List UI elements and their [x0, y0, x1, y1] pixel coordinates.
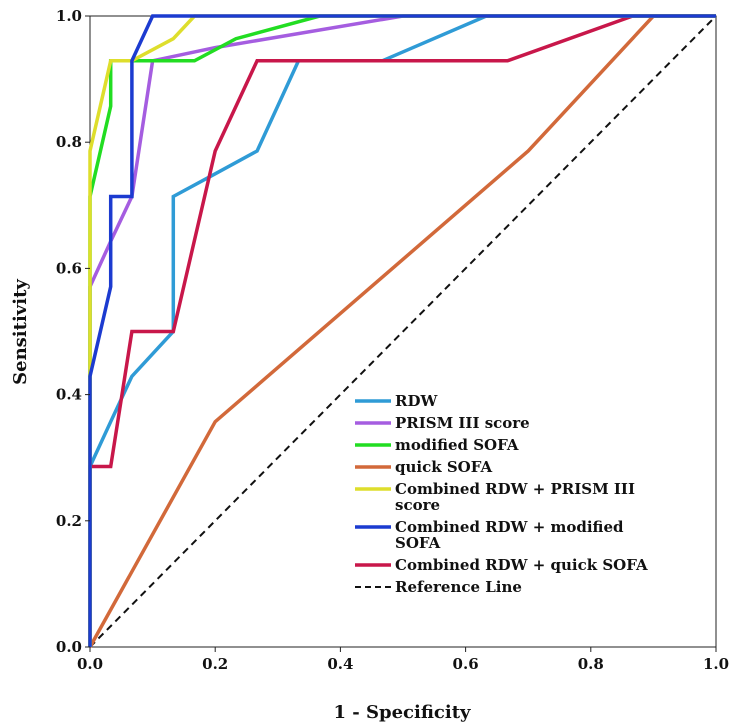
legend: RDW PRISM III score modified SOFA quick SOF… [355, 392, 648, 596]
legend-label: Combined RDW + modified [395, 518, 624, 536]
series-line-rdw [88, 14, 716, 647]
y-axis-title: Sensitivity [10, 279, 31, 385]
series-line-modified-sofa [88, 14, 716, 647]
series-line-combined-rdw-quick-sofa [88, 14, 716, 647]
legend-label: SOFA [395, 534, 441, 552]
series-line-prism-iii-score [88, 14, 716, 647]
x-tick-label: 0.4 [327, 655, 353, 673]
series-layer [88, 14, 717, 648]
legend-label: RDW [395, 392, 438, 410]
y-tick-label: 0.6 [56, 259, 82, 277]
x-tick-label: 0.0 [77, 655, 103, 673]
legend-label: score [395, 496, 440, 514]
y-axis-ticks: 0.0 0.2 0.4 0.6 0.8 1.0 [56, 7, 90, 656]
x-tick-label: 0.2 [202, 655, 228, 673]
y-tick-label: 0.4 [56, 386, 82, 404]
legend-label: Combined RDW + quick SOFA [395, 556, 648, 574]
y-tick-label: 0.8 [56, 133, 82, 151]
x-tick-label: 0.8 [578, 655, 604, 673]
legend-label: quick SOFA [395, 458, 493, 476]
series-line-reference-line [89, 15, 717, 648]
y-tick-label: 0.2 [56, 512, 82, 530]
legend-label: Combined RDW + PRISM III [395, 480, 635, 498]
y-tick-label: 1.0 [56, 7, 82, 25]
legend-label: modified SOFA [395, 436, 519, 454]
x-tick-label: 0.6 [453, 655, 479, 673]
series-line-combined-rdw-modified-sofa [88, 14, 716, 647]
x-axis-ticks: 0.0 0.2 0.4 0.6 0.8 1.0 [77, 647, 729, 673]
legend-label: Reference Line [395, 578, 522, 596]
x-axis-title: 1 - Specificity [333, 702, 471, 723]
x-tick-label: 1.0 [703, 655, 729, 673]
legend-label: PRISM III score [395, 414, 530, 432]
y-tick-label: 0.0 [56, 638, 82, 656]
